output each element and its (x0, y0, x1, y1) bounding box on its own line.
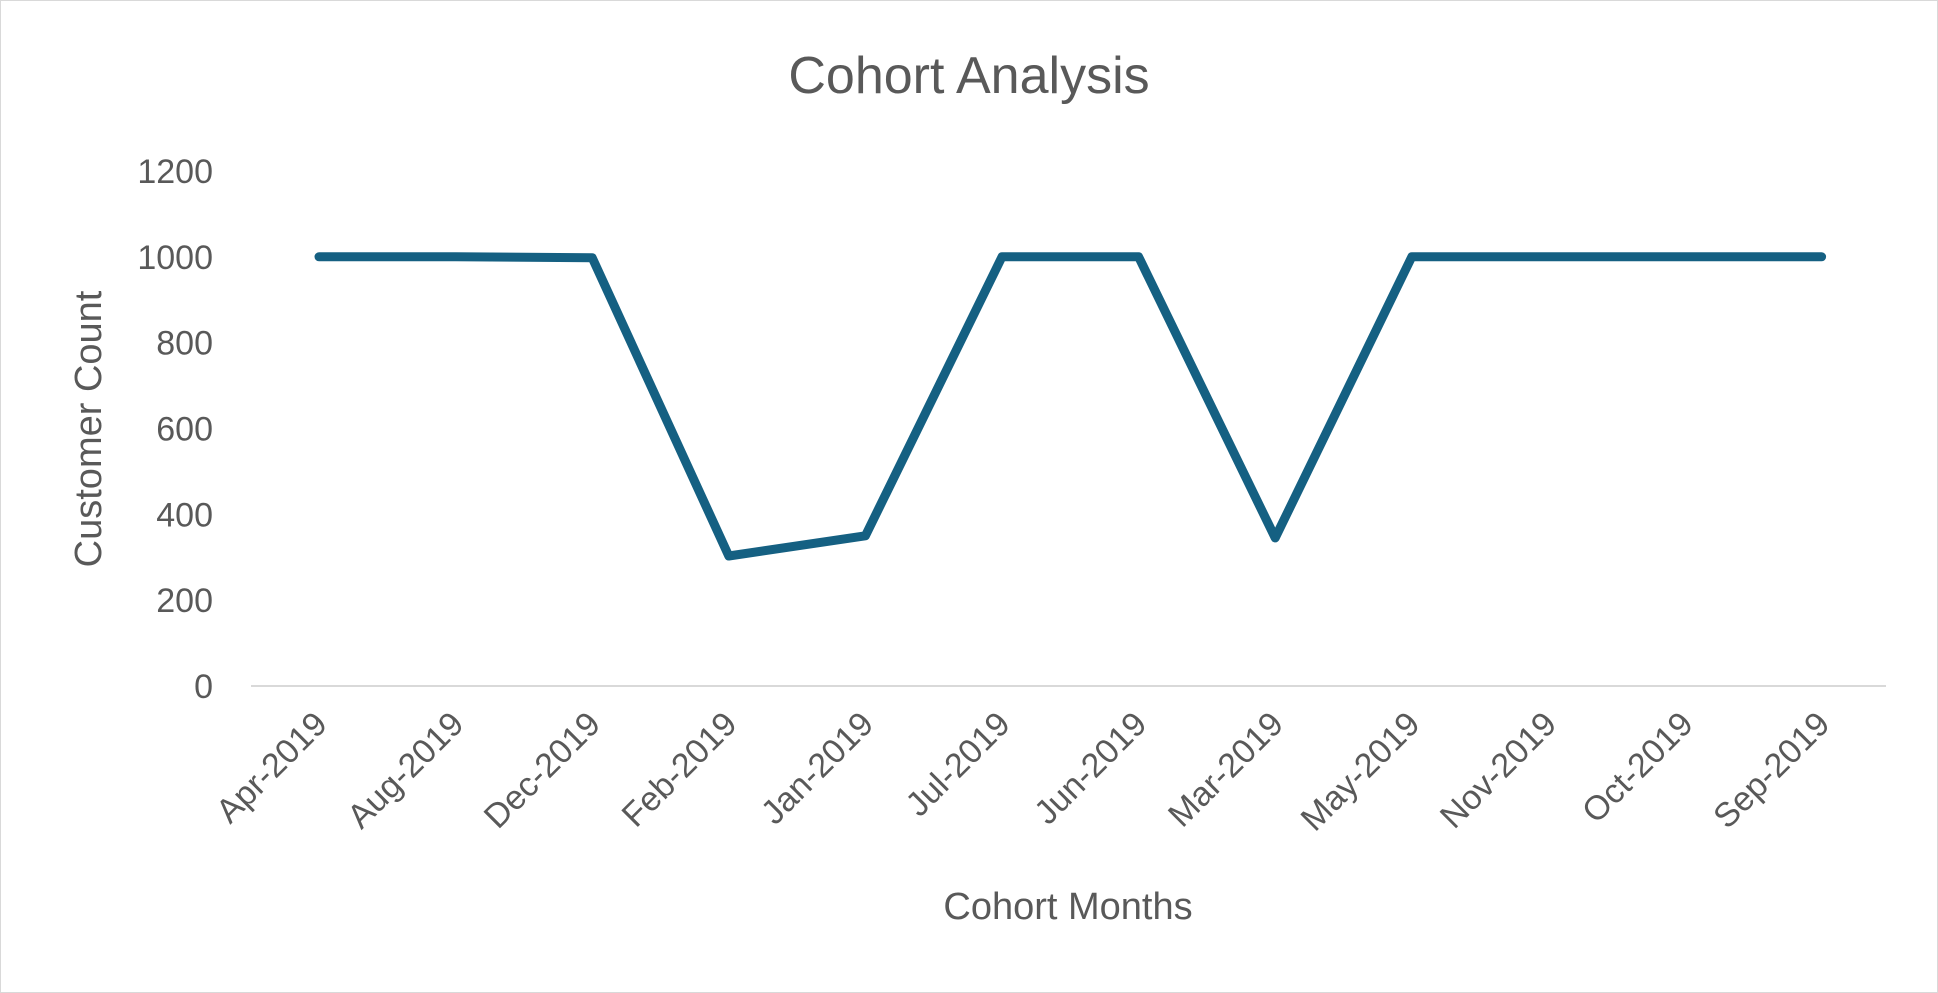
x-tick-label: Jul-2019 (899, 705, 1018, 824)
x-tick-label: Jan-2019 (754, 705, 881, 832)
y-tick-label: 0 (194, 668, 213, 706)
y-tick-label: 400 (156, 496, 213, 534)
x-tick-label: May-2019 (1294, 705, 1428, 839)
y-tick-label: 200 (156, 582, 213, 620)
series-line (314, 252, 1827, 561)
x-tick-label: Oct-2019 (1575, 705, 1701, 831)
y-tick-label: 1000 (137, 239, 213, 277)
y-tick-label: 800 (156, 325, 213, 363)
y-axis-title: Customer Count (68, 290, 110, 567)
x-tick-label: Apr-2019 (209, 705, 335, 831)
y-axis-ticks: 0 200 400 600 800 1000 1200 (137, 153, 213, 706)
x-tick-label: Sep-2019 (1706, 705, 1837, 836)
y-tick-label: 1200 (137, 153, 213, 191)
x-tick-label: Nov-2019 (1433, 705, 1564, 836)
x-axis-title: Cohort Months (943, 886, 1192, 928)
x-tick-label: Dec-2019 (477, 705, 608, 836)
x-axis-ticks: Apr-2019 Aug-2019 Dec-2019 Feb-2019 Jan-2019… (209, 705, 1837, 839)
x-tick-label: Aug-2019 (340, 705, 471, 836)
x-tick-label: Mar-2019 (1161, 705, 1291, 835)
x-tick-label: Jun-2019 (1027, 705, 1154, 832)
chart-title: Cohort Analysis (788, 47, 1149, 105)
x-tick-label: Feb-2019 (615, 705, 745, 835)
y-tick-label: 600 (156, 411, 213, 449)
series-layer (314, 252, 1827, 561)
